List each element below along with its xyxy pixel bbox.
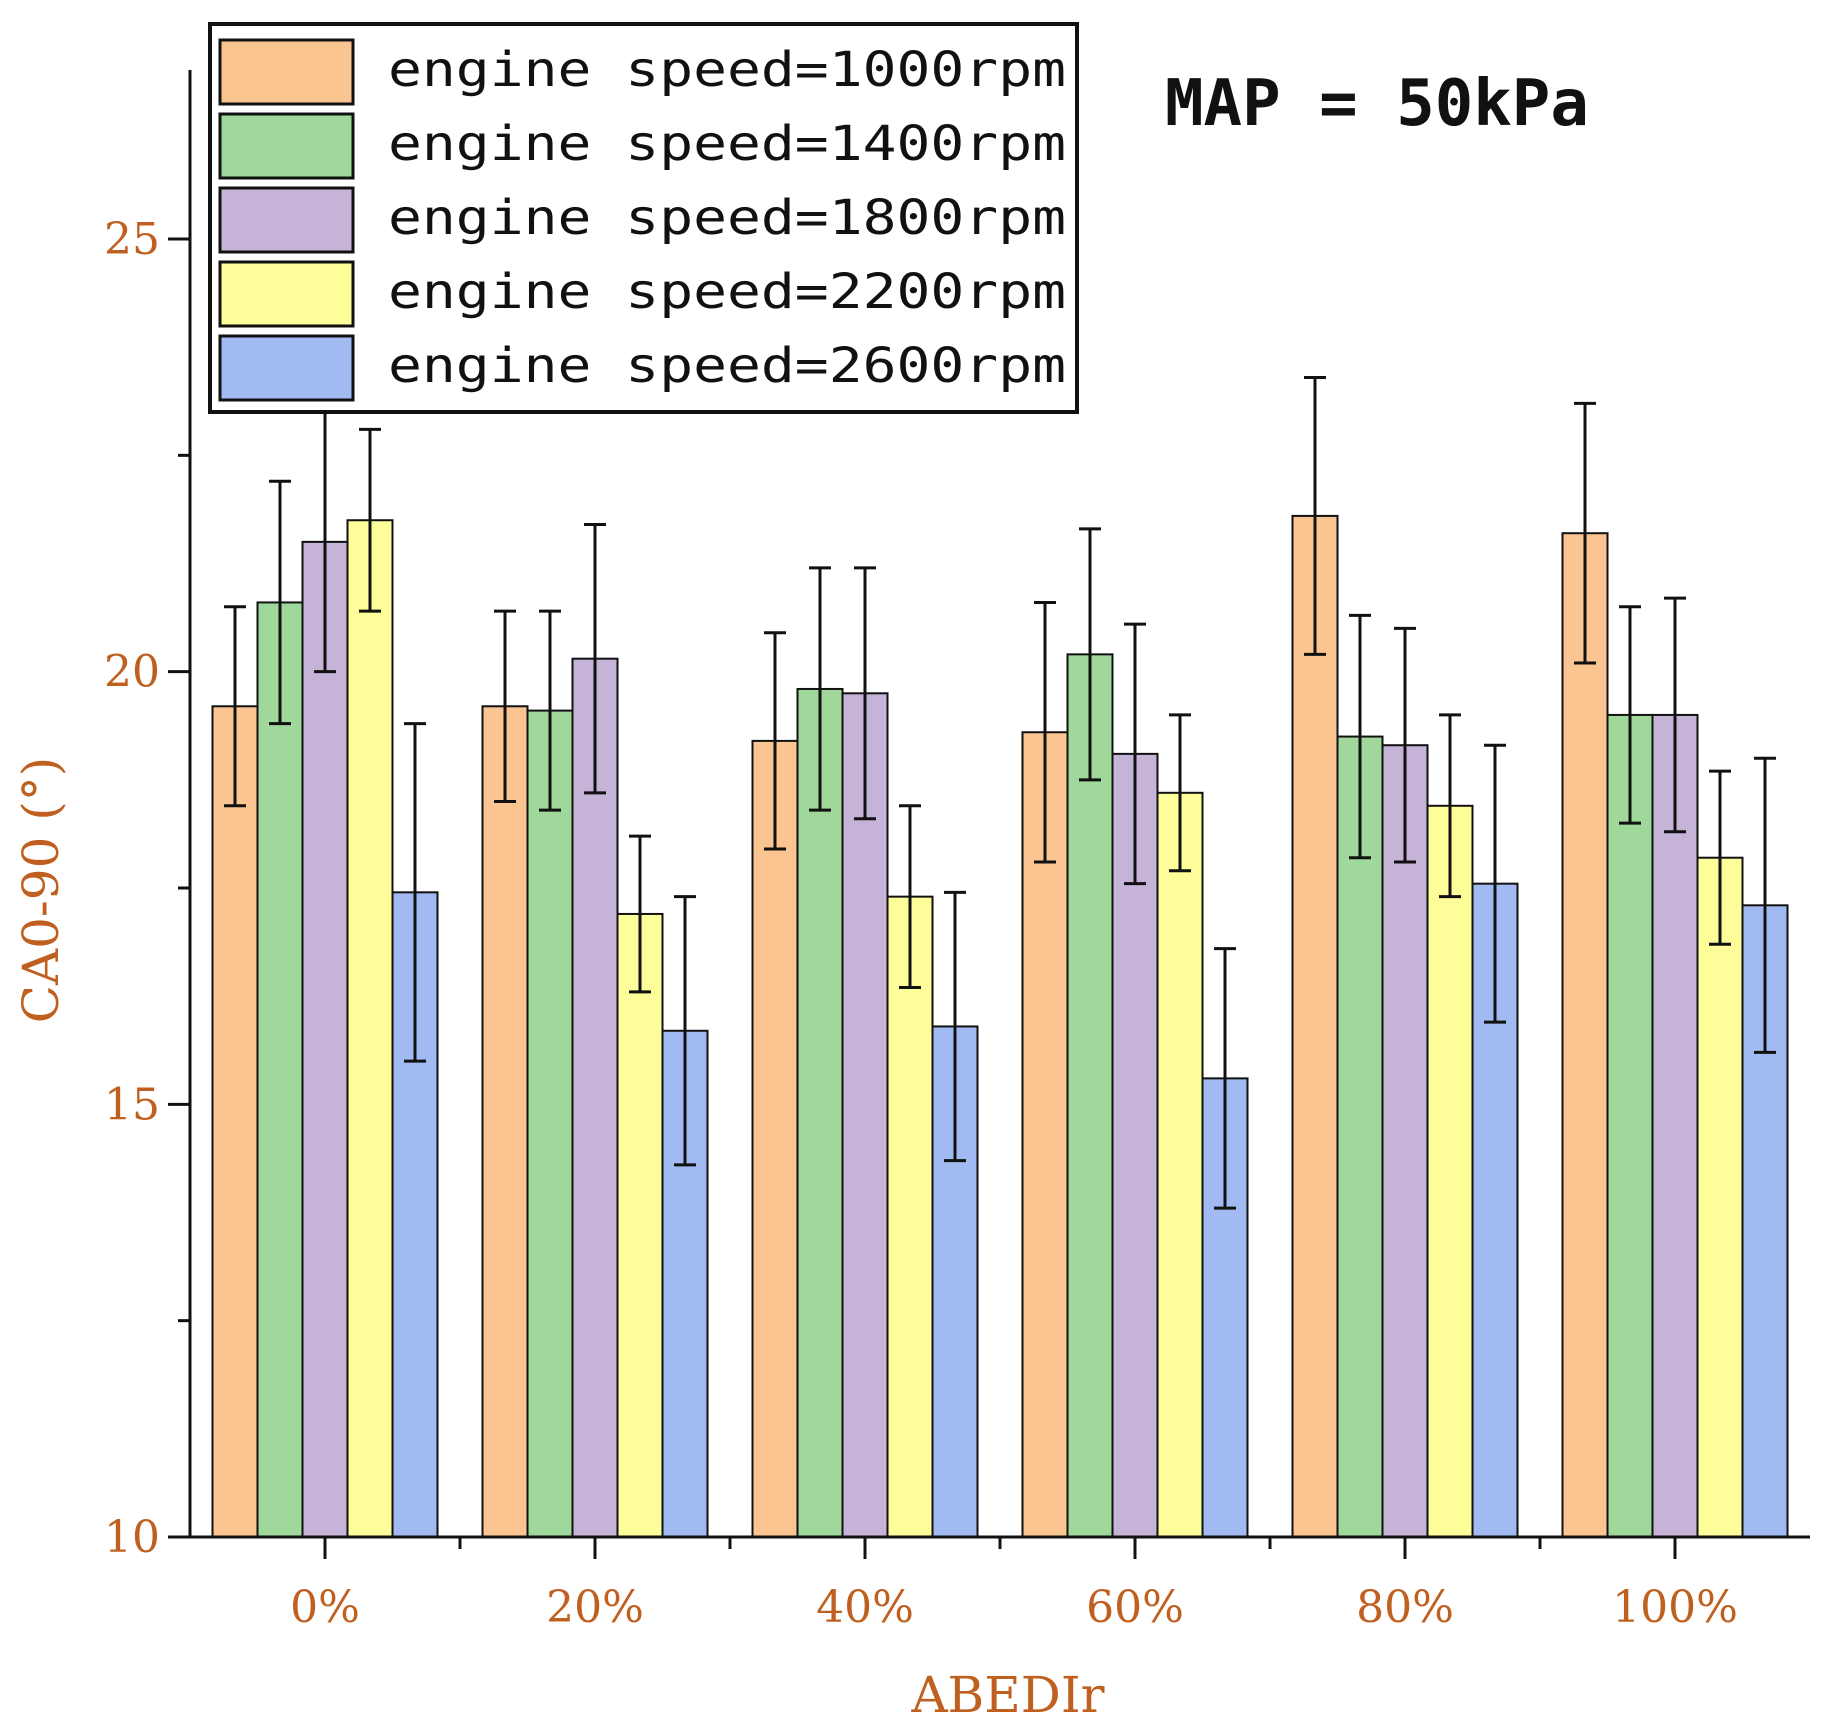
legend-swatch-4	[218, 334, 355, 402]
legend-swatch-0	[218, 38, 355, 106]
legend-label-3: engine speed=2200rpm	[388, 264, 1066, 320]
legend-label-2: engine speed=1800rpm	[388, 190, 1066, 246]
bar-0-1	[481, 705, 529, 1538]
bar-2-5	[1651, 713, 1699, 1538]
x-axis-title: ABEDIr	[910, 1666, 1104, 1723]
y-tick-label-0: 10	[104, 1512, 160, 1563]
bar-0-2	[751, 739, 799, 1538]
y-tick-label-3: 25	[104, 214, 160, 265]
x-tick-label-2: 40%	[816, 1582, 914, 1633]
bar-2-1	[571, 657, 619, 1538]
bar-1-2	[796, 687, 844, 1538]
legend-swatch-1	[218, 112, 355, 180]
bar-2-2	[841, 692, 889, 1538]
x-tick-label-0: 0%	[290, 1582, 360, 1633]
bar-2-4	[1381, 744, 1429, 1538]
y-tick-label-1: 15	[104, 1079, 160, 1130]
bar-1-1	[526, 709, 574, 1538]
bar-3-2	[886, 895, 934, 1538]
bar-3-4	[1426, 804, 1474, 1538]
legend-label-0: engine speed=1000rpm	[388, 42, 1066, 98]
x-tick-label-4: 80%	[1356, 1582, 1454, 1633]
bar-1-0	[256, 601, 304, 1538]
y-axis-title: CA0-90 (°)	[12, 757, 70, 1024]
bar-1-5	[1606, 713, 1654, 1538]
bar-0-4	[1291, 514, 1339, 1538]
legend-label-1: engine speed=1400rpm	[388, 116, 1066, 172]
axes-layer: 10 15 20 25 0% 20% 40% 60% 80% 100%	[104, 70, 1810, 1633]
map-annotation: MAP = 50kPa	[1165, 67, 1589, 141]
y-tick-label-2: 20	[104, 647, 160, 698]
legend-label-4: engine speed=2600rpm	[388, 338, 1066, 394]
bar-3-5	[1696, 856, 1744, 1538]
legend-swatch-2	[218, 186, 355, 254]
bar-2-0	[301, 540, 349, 1538]
x-tick-label-3: 60%	[1086, 1582, 1184, 1633]
bar-3-0	[346, 519, 394, 1538]
bar-0-0	[211, 705, 259, 1538]
bars-layer	[211, 375, 1789, 1539]
bar-0-5	[1561, 532, 1609, 1538]
bar-3-1	[616, 912, 664, 1538]
x-tick-label-1: 20%	[546, 1582, 644, 1633]
bar-3-3	[1156, 791, 1204, 1538]
legend-swatch-3	[218, 260, 355, 328]
x-tick-label-5: 100%	[1612, 1582, 1738, 1633]
legend: engine speed=1000rpm engine speed=1400rpm…	[208, 22, 1079, 414]
bar-1-3	[1066, 653, 1114, 1538]
